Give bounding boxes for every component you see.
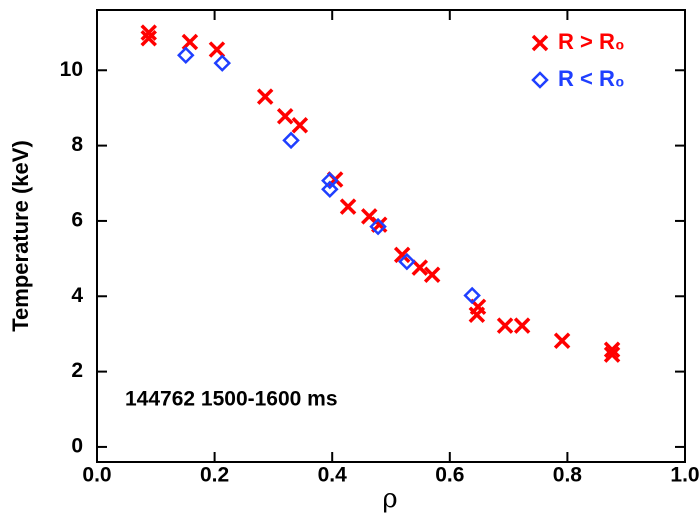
legend-label: R > R₀ bbox=[558, 29, 625, 54]
x-tick-label: 0.4 bbox=[318, 464, 348, 487]
marker bbox=[140, 30, 157, 47]
y-tick-label: 2 bbox=[71, 359, 83, 382]
plot-frame bbox=[96, 9, 686, 463]
legend-label: R < R₀ bbox=[558, 66, 625, 91]
marker bbox=[321, 180, 339, 199]
x-axis-label: ρ bbox=[382, 484, 397, 514]
y-tick-label: 0 bbox=[71, 434, 83, 457]
marker bbox=[393, 246, 411, 264]
marker bbox=[603, 346, 621, 363]
marker bbox=[411, 259, 429, 276]
marker bbox=[339, 198, 357, 215]
marker bbox=[208, 41, 226, 58]
marker bbox=[282, 131, 300, 150]
x-tick-label: 1.0 bbox=[670, 464, 699, 487]
marker bbox=[398, 252, 416, 271]
legend-marker bbox=[531, 34, 549, 52]
marker bbox=[177, 46, 195, 64]
x-tick-label: 0.6 bbox=[435, 464, 464, 487]
annotation: 144762 1500-1600 ms bbox=[125, 388, 338, 411]
marker bbox=[256, 88, 274, 105]
marker bbox=[321, 171, 339, 190]
marker bbox=[213, 54, 232, 72]
marker bbox=[291, 117, 309, 134]
x-tick-label: 0.0 bbox=[82, 464, 111, 487]
marker bbox=[513, 317, 531, 334]
x-tick-label: 0.8 bbox=[553, 464, 583, 487]
marker bbox=[603, 341, 621, 358]
marker bbox=[553, 332, 571, 349]
y-tick-label: 4 bbox=[71, 284, 83, 307]
y-tick-label: 8 bbox=[71, 133, 83, 156]
marker bbox=[496, 317, 514, 334]
marker bbox=[181, 33, 199, 51]
y-tick-label: 10 bbox=[60, 58, 83, 81]
marker bbox=[276, 107, 294, 125]
x-tick-label: 0.2 bbox=[200, 464, 229, 487]
marker bbox=[140, 24, 157, 41]
legend-marker bbox=[531, 71, 549, 89]
y-tick-label: 6 bbox=[71, 208, 83, 231]
y-axis-label: Temperature (keV) bbox=[8, 140, 33, 332]
marker bbox=[468, 306, 486, 323]
marker bbox=[423, 266, 441, 284]
marker bbox=[463, 286, 481, 305]
marker bbox=[369, 217, 387, 236]
